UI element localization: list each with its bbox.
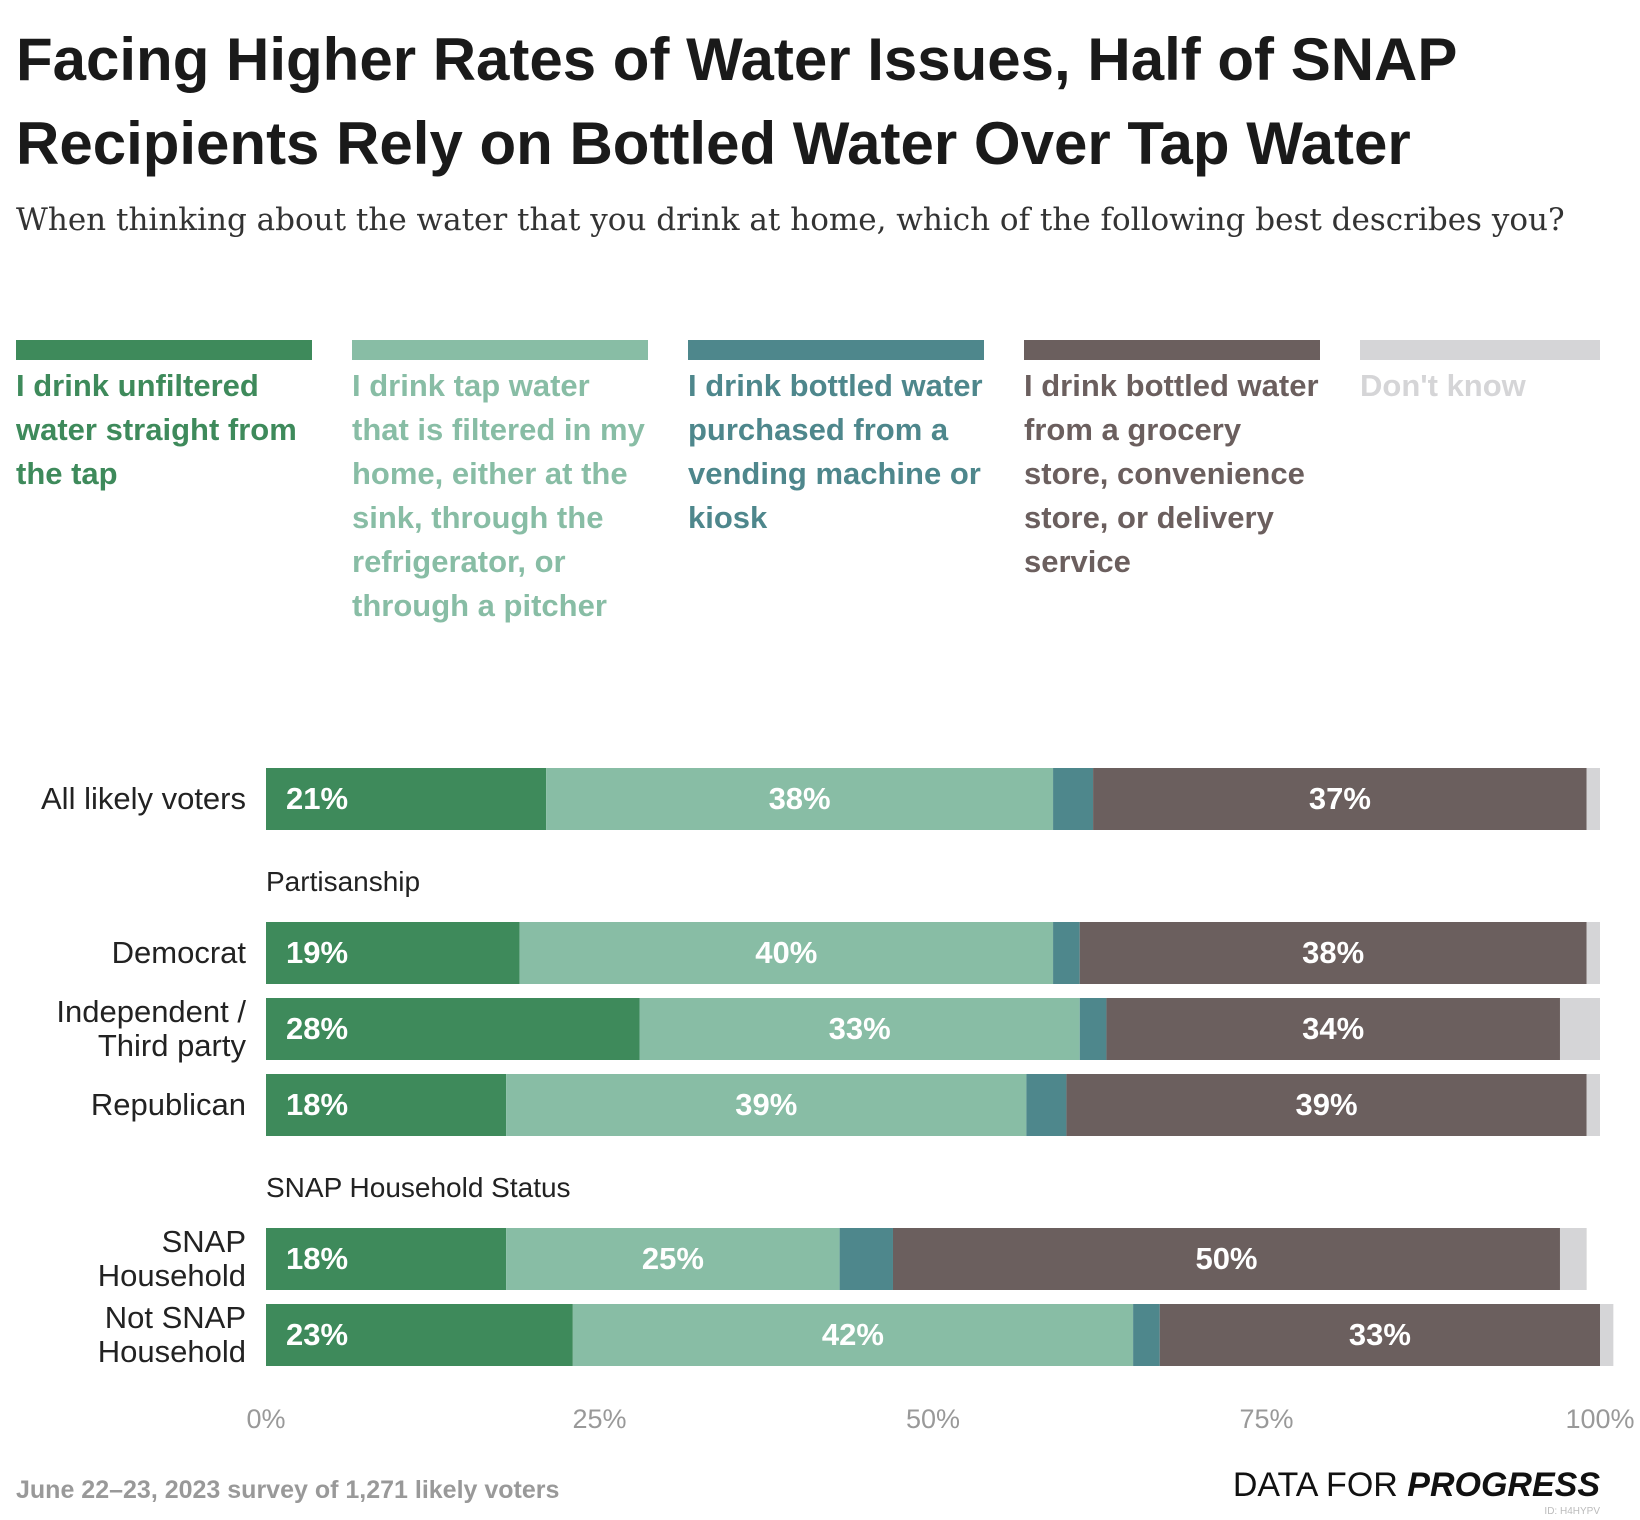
source-note: June 22–23, 2023 survey of 1,271 likely … — [16, 1476, 560, 1504]
bar-segment — [839, 1228, 893, 1290]
data-label: 37% — [1309, 781, 1371, 816]
bar-segment — [266, 1074, 507, 1136]
legend-swatch — [1024, 340, 1320, 360]
data-label: 19% — [286, 935, 348, 970]
legend-swatch — [352, 340, 648, 360]
bar-segment — [1079, 998, 1107, 1060]
bar-segment — [266, 922, 520, 984]
bar-segment — [266, 1228, 507, 1290]
x-tick-label: 75% — [1239, 1404, 1294, 1434]
data-label: 25% — [642, 1241, 704, 1276]
group-title: Partisanship — [266, 866, 421, 897]
bar-segment — [506, 1074, 1027, 1136]
chart-title: Facing Higher Rates of Water Issues, Hal… — [16, 26, 1457, 177]
bar-segment — [1026, 1074, 1067, 1136]
legend-label: Don't know — [1360, 368, 1526, 403]
bar-segment — [1093, 768, 1587, 830]
bar-segment — [519, 922, 1054, 984]
y-tick-label: SNAP Household — [97, 1224, 246, 1293]
bar-segment — [1586, 922, 1600, 984]
data-label: 38% — [1302, 935, 1364, 970]
logo: DATA FOR PROGRESS — [1233, 1466, 1600, 1505]
bar-segment — [1133, 1304, 1160, 1366]
legend-swatch — [16, 340, 312, 360]
data-label: 42% — [822, 1317, 884, 1352]
group-title: SNAP Household Status — [266, 1172, 571, 1203]
data-label: 34% — [1302, 1011, 1364, 1046]
y-tick-label: All likely voters — [41, 781, 246, 816]
data-label: 33% — [1349, 1317, 1411, 1352]
data-label: 23% — [286, 1317, 348, 1352]
data-label: 21% — [286, 781, 348, 816]
y-tick-label: Independent / Third party — [56, 994, 246, 1063]
legend-label: I drink bottled water from a grocery sto… — [1024, 368, 1319, 579]
x-tick-label: 100% — [1565, 1404, 1635, 1434]
logo-text: PROGRESS — [1407, 1466, 1600, 1504]
data-label: 18% — [286, 1087, 348, 1122]
data-label: 50% — [1195, 1241, 1257, 1276]
bar-segment — [266, 998, 640, 1060]
data-label: 28% — [286, 1011, 348, 1046]
bar-segment — [1053, 922, 1080, 984]
bar-segment — [1586, 768, 1600, 830]
x-tick-label: 25% — [572, 1404, 627, 1434]
legend-label: I drink tap water that is filtered in my… — [352, 368, 645, 623]
data-label: 39% — [735, 1087, 797, 1122]
legend-label: I drink bottled water purchased from a v… — [688, 368, 983, 535]
data-label: 18% — [286, 1241, 348, 1276]
bar-segment — [639, 998, 1080, 1060]
bar-segment — [892, 1228, 1560, 1290]
bar-segment — [1559, 998, 1600, 1060]
y-tick-label: Democrat — [111, 935, 246, 970]
legend-swatch — [688, 340, 984, 360]
y-tick-label: Not SNAP Household — [97, 1300, 246, 1369]
data-label: 40% — [755, 935, 817, 970]
data-label: 38% — [769, 781, 831, 816]
bar-segment — [1159, 1304, 1600, 1366]
bar-segment — [546, 768, 1054, 830]
bar-segment — [266, 1304, 573, 1366]
x-tick-label: 0% — [246, 1404, 286, 1434]
bar-segment — [1600, 1304, 1614, 1366]
chart-id: ID: H4HYPV — [1544, 1506, 1600, 1517]
data-label: 33% — [829, 1011, 891, 1046]
bar-segment — [1053, 768, 1094, 830]
chart-subtitle: When thinking about the water that you d… — [16, 202, 1565, 238]
bar-segment — [572, 1304, 1134, 1366]
bar-segment — [1586, 1074, 1600, 1136]
logo-text: DATA FOR — [1232, 1466, 1398, 1504]
data-label: 39% — [1296, 1087, 1358, 1122]
legend-label: I drink unfiltered water straight from t… — [16, 368, 297, 491]
bar-segment — [1079, 922, 1587, 984]
x-tick-label: 50% — [905, 1404, 961, 1434]
legend-swatch — [1360, 340, 1600, 360]
bar-segment — [266, 768, 547, 830]
bar-segment — [1066, 1074, 1587, 1136]
bar-segment — [1559, 1228, 1587, 1290]
bar-segment — [506, 1228, 840, 1290]
bar-segment — [1106, 998, 1560, 1060]
y-tick-label: Republican — [90, 1087, 246, 1122]
